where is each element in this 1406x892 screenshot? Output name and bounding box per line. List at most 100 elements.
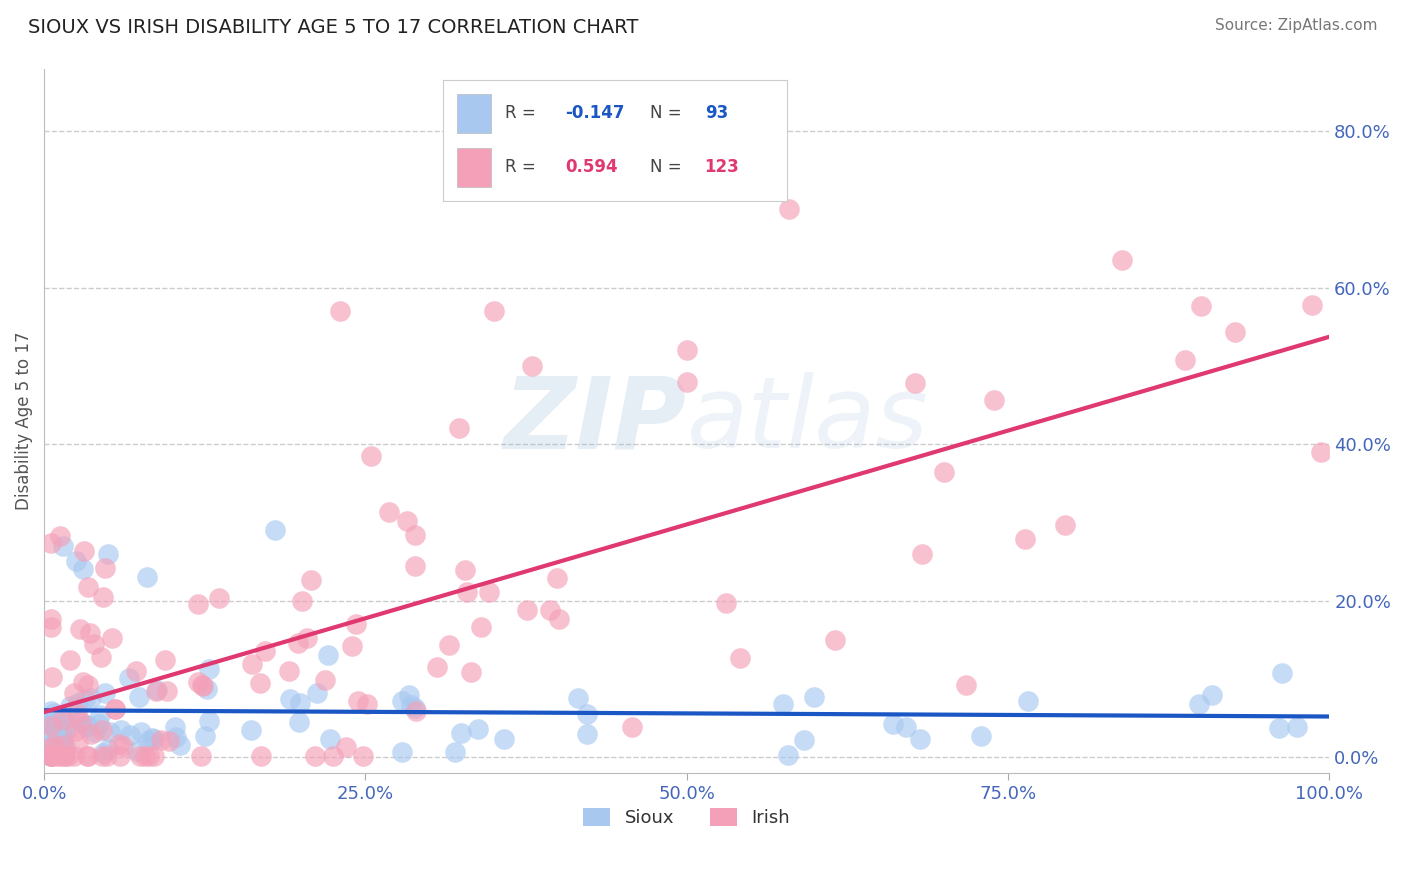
Point bbox=[55, 718, 77, 732]
Point bbox=[48, 738, 70, 752]
Point bbox=[322, 748, 344, 763]
Point bbox=[98, 724, 121, 739]
Point bbox=[93, 561, 115, 575]
Text: N =: N = bbox=[650, 104, 686, 122]
Point bbox=[396, 515, 419, 529]
Point bbox=[425, 660, 447, 674]
Point bbox=[187, 675, 209, 690]
Point bbox=[41, 670, 63, 684]
Point bbox=[39, 723, 62, 738]
Point bbox=[360, 449, 382, 463]
Point bbox=[97, 547, 120, 561]
Point bbox=[304, 748, 326, 763]
Point bbox=[197, 714, 219, 729]
Point bbox=[467, 722, 489, 736]
Point bbox=[190, 748, 212, 763]
Point bbox=[76, 748, 98, 763]
Point bbox=[193, 679, 215, 693]
Point bbox=[254, 644, 277, 658]
Point bbox=[59, 699, 82, 714]
Point bbox=[53, 748, 76, 763]
Point bbox=[97, 742, 120, 756]
Legend: Sioux, Irish: Sioux, Irish bbox=[576, 800, 797, 834]
Point bbox=[39, 739, 62, 753]
Point bbox=[49, 712, 72, 726]
Point bbox=[49, 529, 72, 543]
Point bbox=[39, 748, 62, 763]
Point bbox=[240, 723, 263, 737]
Point bbox=[290, 696, 312, 710]
Point bbox=[49, 721, 72, 735]
Point bbox=[76, 717, 98, 731]
Point bbox=[316, 648, 339, 662]
Point bbox=[264, 523, 287, 537]
Point bbox=[39, 716, 62, 731]
Point bbox=[111, 739, 134, 753]
Point bbox=[39, 719, 62, 733]
Point bbox=[391, 694, 413, 708]
Point bbox=[728, 651, 751, 665]
Point bbox=[1271, 665, 1294, 680]
Point bbox=[970, 729, 993, 743]
Point bbox=[39, 748, 62, 763]
Point bbox=[70, 714, 93, 729]
Point bbox=[155, 684, 177, 698]
Point bbox=[955, 678, 977, 692]
Point bbox=[482, 304, 505, 318]
Point bbox=[398, 689, 420, 703]
Point bbox=[80, 727, 103, 741]
Point bbox=[516, 603, 538, 617]
Point bbox=[675, 375, 697, 389]
Point bbox=[1187, 698, 1209, 712]
Point bbox=[772, 697, 794, 711]
Point bbox=[110, 723, 132, 737]
Point bbox=[894, 720, 917, 734]
Point bbox=[277, 664, 299, 678]
Point bbox=[52, 712, 75, 726]
Point bbox=[79, 691, 101, 706]
Point bbox=[620, 720, 643, 734]
Point bbox=[454, 563, 477, 577]
Y-axis label: Disability Age 5 to 17: Disability Age 5 to 17 bbox=[15, 332, 32, 510]
Point bbox=[278, 692, 301, 706]
Point bbox=[72, 562, 94, 576]
Point bbox=[39, 612, 62, 626]
Point bbox=[208, 591, 231, 605]
Point bbox=[576, 706, 599, 721]
Point bbox=[1267, 721, 1289, 735]
Point bbox=[104, 702, 127, 716]
Point bbox=[882, 716, 904, 731]
Point bbox=[45, 748, 67, 763]
Point bbox=[73, 544, 96, 558]
Point bbox=[52, 748, 75, 763]
Point bbox=[89, 716, 111, 731]
Point bbox=[107, 737, 129, 751]
Point bbox=[305, 686, 328, 700]
Point bbox=[291, 594, 314, 608]
Point bbox=[65, 554, 87, 568]
Point bbox=[522, 359, 544, 373]
Point bbox=[91, 748, 114, 763]
Point bbox=[56, 723, 79, 737]
Point bbox=[714, 596, 737, 610]
Point bbox=[59, 653, 82, 667]
Point bbox=[983, 393, 1005, 408]
Point bbox=[538, 603, 561, 617]
Point bbox=[127, 744, 149, 758]
Point bbox=[53, 739, 76, 753]
Point bbox=[575, 726, 598, 740]
Point bbox=[128, 690, 150, 704]
Text: Source: ZipAtlas.com: Source: ZipAtlas.com bbox=[1215, 18, 1378, 33]
Point bbox=[135, 570, 157, 584]
Point bbox=[76, 718, 98, 732]
Point bbox=[1017, 694, 1039, 708]
Bar bbox=[457, 148, 491, 187]
Point bbox=[346, 694, 368, 708]
Point bbox=[52, 730, 75, 744]
Point bbox=[138, 748, 160, 763]
Point bbox=[125, 665, 148, 679]
Point bbox=[76, 580, 98, 594]
Point bbox=[1174, 352, 1197, 367]
Point bbox=[129, 748, 152, 763]
Text: 123: 123 bbox=[704, 158, 740, 176]
